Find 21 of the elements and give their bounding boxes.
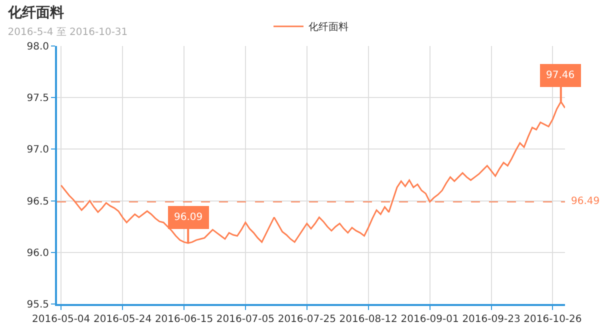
x-tick-label: 2016-07-05 <box>216 314 275 325</box>
x-tick-label: 2016-10-26 <box>524 314 582 325</box>
x-tick-label: 2016-05-24 <box>93 314 152 325</box>
chart-subtitle: 2016-5-4 至 2016-10-31 <box>8 27 128 38</box>
legend-label: 化纤面料 <box>308 21 348 34</box>
x-tick-label: 2016-05-04 <box>32 314 90 325</box>
annotation: 97.46 <box>546 70 575 81</box>
ref-line-label: 96.49 <box>571 196 600 207</box>
x-tick-label: 2016-09-23 <box>462 314 520 325</box>
x-tick-label: 2016-06-15 <box>154 314 214 325</box>
x-tick-label: 2016-08-12 <box>339 314 398 325</box>
y-tick-label: 97.5 <box>26 93 49 104</box>
y-tick-label: 97.0 <box>26 144 49 156</box>
y-tick-label: 95.5 <box>26 300 49 310</box>
y-tick-label: 96.5 <box>26 196 49 208</box>
annotation: 96.09 <box>174 212 203 223</box>
chart-title: 化纤面料 <box>6 4 64 21</box>
x-tick-label: 2016-09-01 <box>400 314 459 325</box>
x-tick-label: 2016-07-25 <box>278 314 336 325</box>
y-tick-label: 98.0 <box>26 42 49 52</box>
y-tick-label: 96.0 <box>26 248 49 259</box>
